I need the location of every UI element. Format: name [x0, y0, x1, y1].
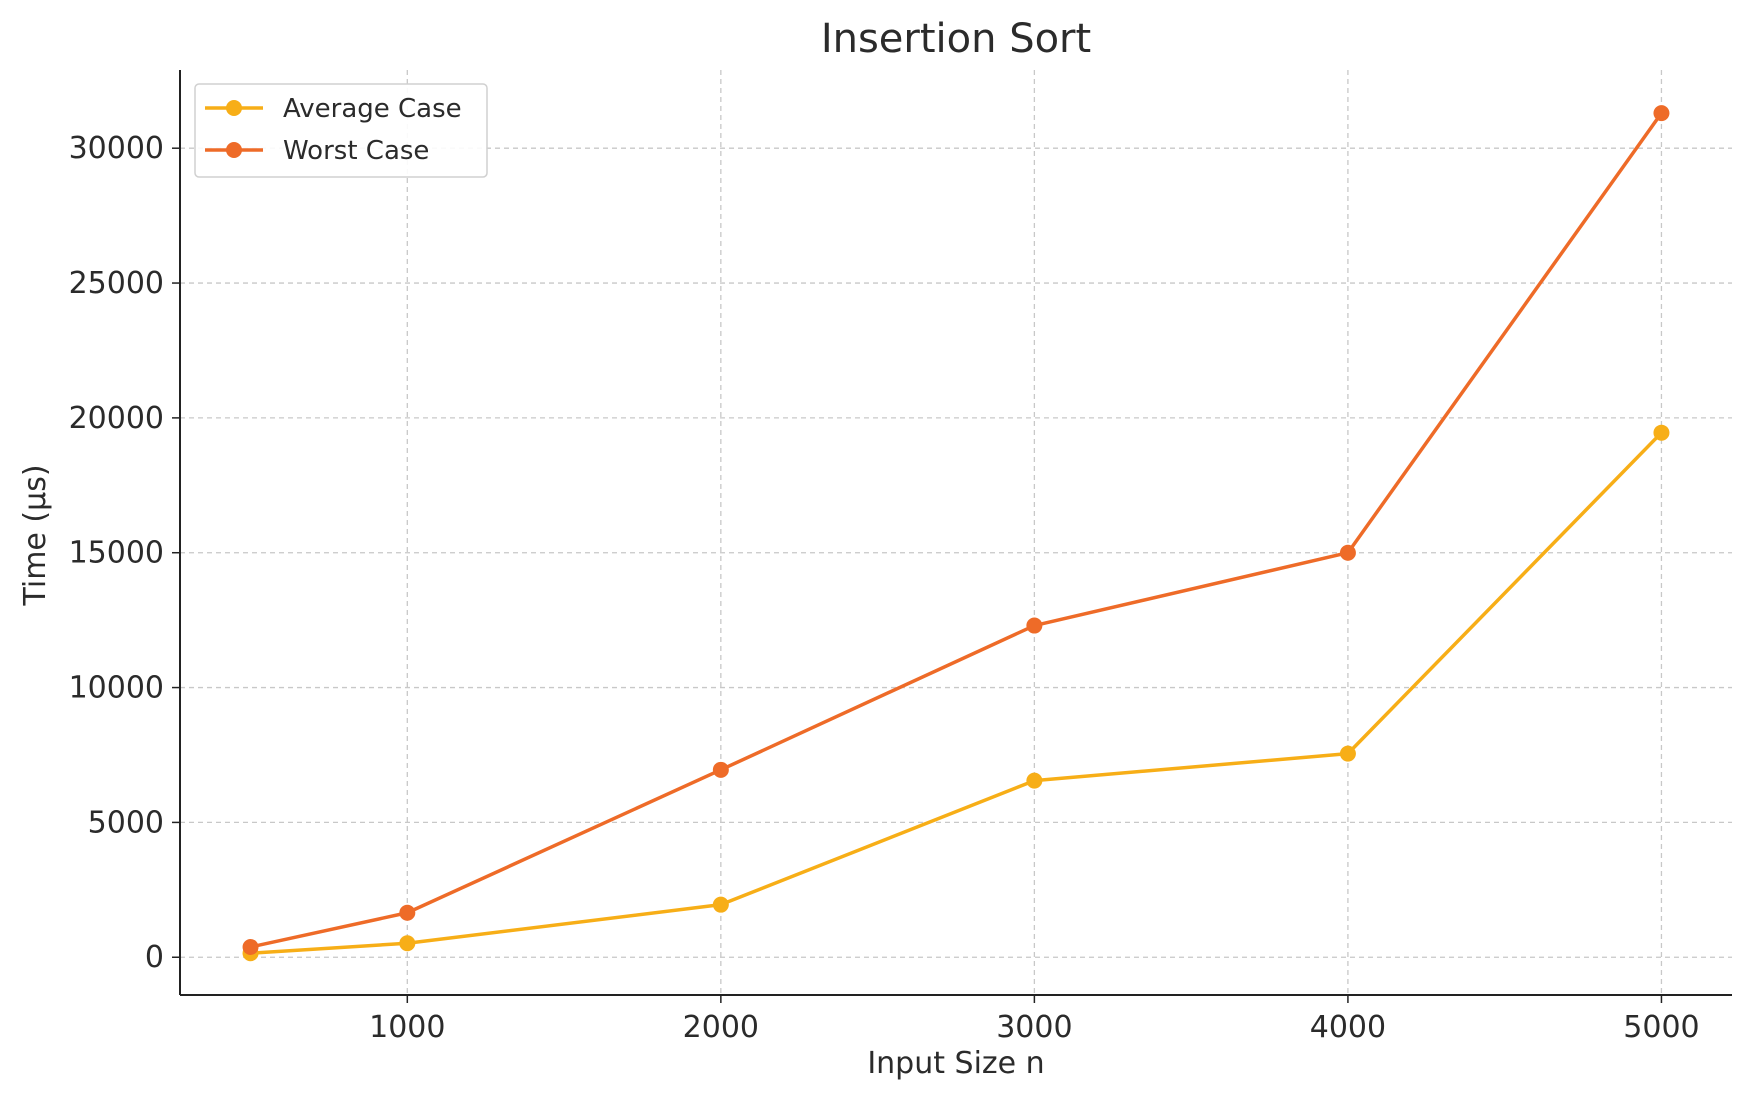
- legend-marker-average-case: [226, 100, 242, 116]
- data-point-worst-case: [1653, 105, 1670, 122]
- data-point-average-case: [1026, 772, 1043, 789]
- gridlines: [180, 70, 1732, 995]
- legend-label-average-case: Average Case: [283, 94, 462, 124]
- series-line-worst-case: [250, 112, 1663, 949]
- legend-box: [194, 83, 488, 178]
- y-tick-label: 0: [145, 940, 164, 975]
- y-axis-label: Time (µs): [18, 464, 53, 606]
- y-tick-label: 10000: [69, 671, 164, 706]
- data-point-average-case: [712, 896, 729, 913]
- x-tick-label: 3000: [996, 1010, 1072, 1045]
- axes: [179, 70, 1732, 996]
- data-point-average-case: [1339, 745, 1356, 762]
- y-tick-label: 25000: [69, 266, 164, 301]
- legend-label-worst-case: Worst Case: [283, 136, 429, 166]
- series-lines: [242, 105, 1670, 962]
- y-tick-label: 20000: [69, 401, 164, 436]
- data-point-worst-case: [242, 938, 259, 955]
- chart-title: Insertion Sort: [821, 16, 1091, 62]
- tick-labels: 1000 2000 3000 4000 5000 0 5000 10000 15000 20000…: [69, 131, 1700, 1045]
- data-point-worst-case: [712, 761, 729, 778]
- data-point-worst-case: [399, 904, 416, 921]
- series-average-case: [242, 424, 1670, 962]
- y-tick-label: 30000: [69, 131, 164, 166]
- data-point-worst-case: [1026, 617, 1043, 634]
- legend: Average Case Worst Case: [194, 83, 488, 178]
- y-tick-label: 15000: [69, 536, 164, 571]
- legend-marker-worst-case: [226, 142, 242, 158]
- x-axis-label: Input Size n: [867, 1046, 1044, 1081]
- series-worst-case: [242, 105, 1670, 955]
- x-tick-label: 5000: [1623, 1010, 1699, 1045]
- series-line-average-case: [250, 431, 1663, 955]
- y-tick-label: 5000: [88, 805, 164, 840]
- data-point-average-case: [399, 935, 416, 952]
- data-point-average-case: [1653, 424, 1670, 441]
- x-tick-label: 4000: [1310, 1010, 1386, 1045]
- data-point-worst-case: [1339, 544, 1356, 561]
- x-tick-label: 2000: [683, 1010, 759, 1045]
- x-tick-label: 1000: [369, 1010, 445, 1045]
